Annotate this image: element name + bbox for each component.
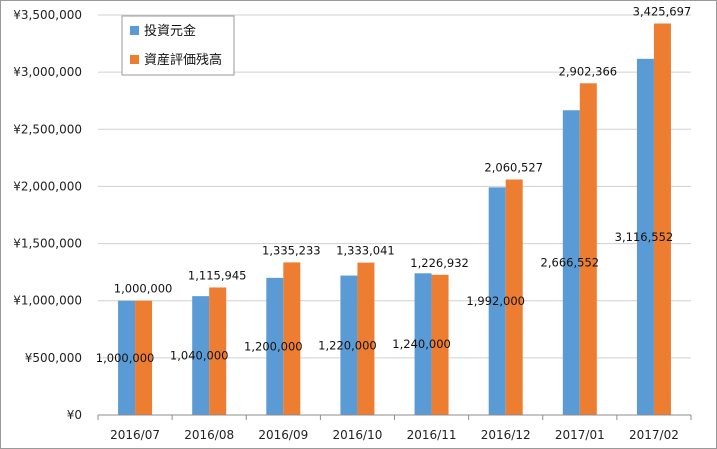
bar-investment-principal (488, 187, 506, 415)
data-label-asset-balance: 2,060,527 (484, 161, 543, 175)
bar-investment-principal (414, 273, 432, 415)
data-label-asset-balance: 3,425,697 (633, 4, 692, 18)
data-label-investment-principal: 3,116,552 (615, 230, 674, 244)
bar-asset-balance (579, 83, 597, 415)
data-label-investment-principal: 1,992,000 (466, 294, 525, 308)
data-label-asset-balance: 1,115,945 (188, 268, 247, 282)
x-tick-label: 2016/08 (184, 428, 234, 442)
y-tick-label: ¥2,000,000 (13, 179, 82, 193)
legend-box (121, 15, 235, 76)
y-tick-label: ¥1,000,000 (13, 294, 82, 308)
legend-swatch-asset-balance (130, 55, 139, 64)
x-axis (97, 414, 692, 420)
bar-investment-principal (636, 58, 654, 415)
bar-investment-principal (266, 277, 284, 415)
bar-investment-principal (340, 275, 358, 415)
y-tick-label: ¥1,500,000 (13, 237, 82, 251)
x-tick-label: 2016/09 (258, 428, 308, 442)
x-tick-label: 2016/12 (481, 428, 531, 442)
bar-investment-principal (562, 110, 580, 416)
bar-asset-balance (505, 179, 523, 415)
x-tick-label: 2016/10 (333, 428, 383, 442)
data-label-asset-balance: 2,902,366 (559, 64, 618, 78)
data-label-asset-balance: 1,335,233 (262, 243, 321, 257)
bar-asset-balance (431, 274, 449, 415)
y-tick-label: ¥0 (67, 408, 82, 422)
bar-asset-balance (135, 300, 153, 415)
data-label-asset-balance: 1,333,041 (336, 244, 395, 258)
data-label-asset-balance: 1,226,932 (410, 256, 469, 270)
y-tick-label: ¥3,000,000 (13, 65, 82, 79)
legend-label-investment-principal: 投資元金 (144, 23, 196, 39)
legend-label-asset-balance: 資産評価残高 (144, 52, 222, 68)
data-label-investment-principal: 1,200,000 (244, 339, 303, 353)
data-label-investment-principal: 1,240,000 (392, 337, 451, 351)
bar-investment-principal (118, 300, 136, 415)
legend-swatch-investment-principal (130, 26, 139, 35)
bar-investment-principal (192, 296, 210, 415)
y-tick-label: ¥2,500,000 (13, 122, 82, 136)
data-label-asset-balance: 1,000,000 (114, 282, 173, 296)
data-label-investment-principal: 2,666,552 (541, 256, 600, 270)
x-tick-label: 2017/02 (629, 428, 679, 442)
bar-asset-balance (209, 287, 227, 415)
bar-asset-balance (357, 262, 375, 415)
data-label-investment-principal: 1,220,000 (318, 338, 377, 352)
x-tick-label: 2016/07 (110, 428, 160, 442)
x-tick-label: 2017/01 (555, 428, 605, 442)
y-tick-label: ¥3,500,000 (13, 8, 82, 22)
x-tick-label: 2016/11 (407, 428, 457, 442)
data-labels: 1,000,000 1,000,000 1,040,000 1,115,945 1,20… (96, 4, 691, 364)
bars (118, 23, 671, 416)
bar-asset-balance (283, 262, 301, 415)
legend: 投資元金 資産評価残高 (121, 15, 235, 76)
x-axis-tick-labels: 2016/07 2016/08 2016/09 2016/10 2016/11 2016/… (110, 428, 679, 442)
data-label-investment-principal: 1,040,000 (170, 349, 229, 363)
y-axis-tick-labels: ¥0 ¥500,000 ¥1,000,000 ¥1,500,000 ¥2,000,000… (13, 8, 82, 422)
y-tick-label: ¥500,000 (25, 351, 82, 365)
bar-asset-balance (653, 23, 671, 416)
data-label-investment-principal: 1,000,000 (96, 351, 155, 365)
